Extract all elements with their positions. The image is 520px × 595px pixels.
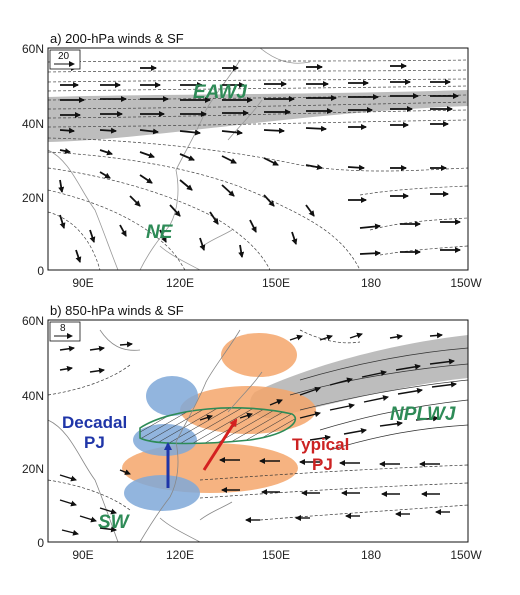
coastlines-b: [48, 329, 263, 542]
x-tick: 90E: [72, 548, 93, 562]
y-tick: 40N: [22, 117, 44, 131]
ref-vector-value-b: 8: [60, 323, 66, 334]
panel-a-ref-vector: 20: [49, 49, 81, 70]
panel-b-frame: [47, 319, 469, 543]
wind-vectors-a: [58, 63, 461, 263]
x-tick: 150E: [262, 548, 290, 562]
sw-label: SW: [98, 512, 131, 533]
x-tick: 150W: [450, 276, 482, 290]
y-tick: 40N: [22, 389, 44, 403]
y-tick: 60N: [22, 42, 44, 56]
y-tick: 20N: [22, 462, 44, 476]
panel-b-ref-vector: 8: [49, 321, 81, 342]
panel-a-map: [48, 48, 468, 270]
coastlines-a: [48, 48, 311, 270]
panel-b-title: b) 850-hPa winds & SF: [50, 303, 184, 318]
panel-a: a) 200-hPa winds & SF: [22, 31, 482, 290]
panel-a-title: a) 200-hPa winds & SF: [50, 31, 184, 46]
wind-vectors-b: [59, 332, 457, 536]
panel-a-frame: [47, 47, 469, 271]
panel-a-x-ticks: 90E 120E 150E 180 150W: [72, 276, 482, 290]
typical-pj-label-line1: Typical: [292, 435, 349, 454]
y-tick: 0: [37, 536, 44, 550]
decadal-pj-label-line2: PJ: [84, 433, 105, 452]
decadal-pj-south: [124, 475, 200, 511]
sf-contours-a: [48, 59, 468, 270]
panel-a-y-ticks: 60N 40N 20N 0: [22, 42, 44, 278]
eawj-label: EAWJ: [193, 82, 247, 103]
x-tick: 90E: [72, 276, 93, 290]
typical-pj-label-line2: PJ: [312, 455, 333, 474]
ne-label: NE: [146, 222, 174, 243]
ref-vector-value-a: 20: [58, 51, 70, 62]
x-tick: 150E: [262, 276, 290, 290]
y-tick: 20N: [22, 191, 44, 205]
x-tick: 120E: [166, 548, 194, 562]
panel-b-y-ticks: 60N 40N 20N 0: [22, 314, 44, 550]
panel-b-x-ticks: 90E 120E 150E 180 150W: [72, 548, 482, 562]
y-tick: 60N: [22, 314, 44, 328]
nplwj-label: NPLWJ: [390, 404, 456, 425]
decadal-pj-north: [146, 376, 198, 416]
decadal-pj-label-line1: Decadal: [62, 413, 127, 432]
x-tick: 180: [361, 276, 381, 290]
y-tick: 0: [37, 264, 44, 278]
panel-b-map: [48, 329, 468, 542]
eawj-shading: [48, 90, 468, 142]
panel-b: b) 850-hPa winds & SF: [22, 303, 482, 562]
typical-pj-north: [221, 333, 297, 377]
typical-pj-arrow: [202, 418, 238, 471]
x-tick: 150W: [450, 548, 482, 562]
x-tick: 180: [361, 548, 381, 562]
x-tick: 120E: [166, 276, 194, 290]
